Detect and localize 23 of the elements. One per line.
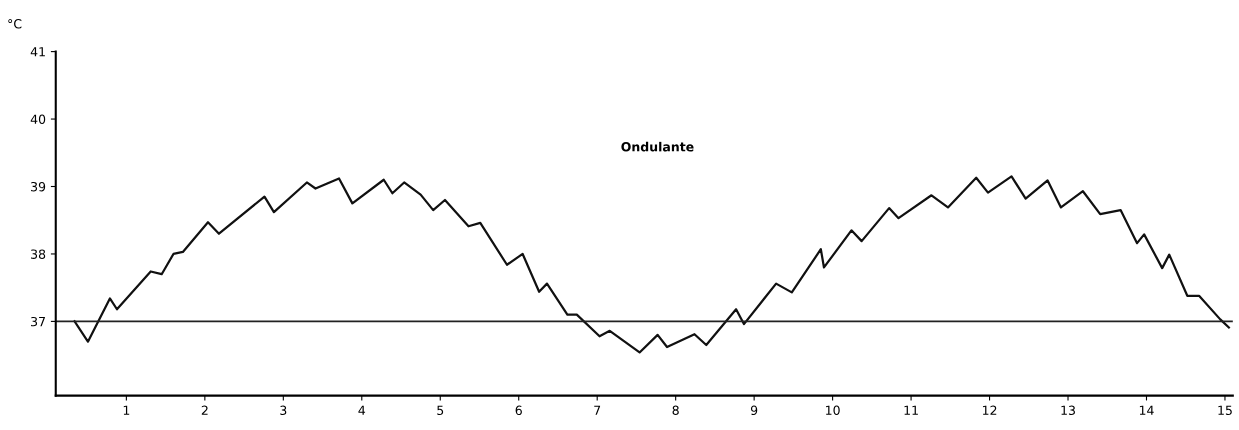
- line-series: [73, 175, 1230, 354]
- x-tick-label: 8: [672, 405, 679, 415]
- x-tick-label: 11: [904, 405, 918, 415]
- annotation: Ondulante: [621, 141, 694, 152]
- x-tick-label: 14: [1139, 405, 1154, 415]
- y-tick-label: 39: [31, 181, 46, 192]
- x-tick-label: 6: [515, 405, 522, 415]
- x-tick-label: 12: [982, 405, 997, 415]
- y-tick-label: 41: [30, 47, 45, 57]
- y-axis-title: °C: [8, 19, 22, 29]
- x-tick-label: 3: [280, 405, 287, 415]
- y-tick-label: 37: [31, 316, 45, 327]
- x-tick-label: 15: [1218, 405, 1232, 415]
- y-tick-label: 40: [30, 114, 46, 124]
- x-tick-label: 2: [201, 405, 208, 415]
- y-tick-label: 38: [31, 249, 46, 259]
- x-tick-label: 13: [1061, 405, 1075, 415]
- x-tick-label: 5: [437, 405, 444, 415]
- x-tick-label: 1: [123, 405, 130, 415]
- x-tick-label: 4: [358, 405, 366, 415]
- x-tick-label: 9: [750, 405, 758, 415]
- x-tick-label: 7: [594, 405, 601, 415]
- x-tick-label: 10: [826, 405, 840, 415]
